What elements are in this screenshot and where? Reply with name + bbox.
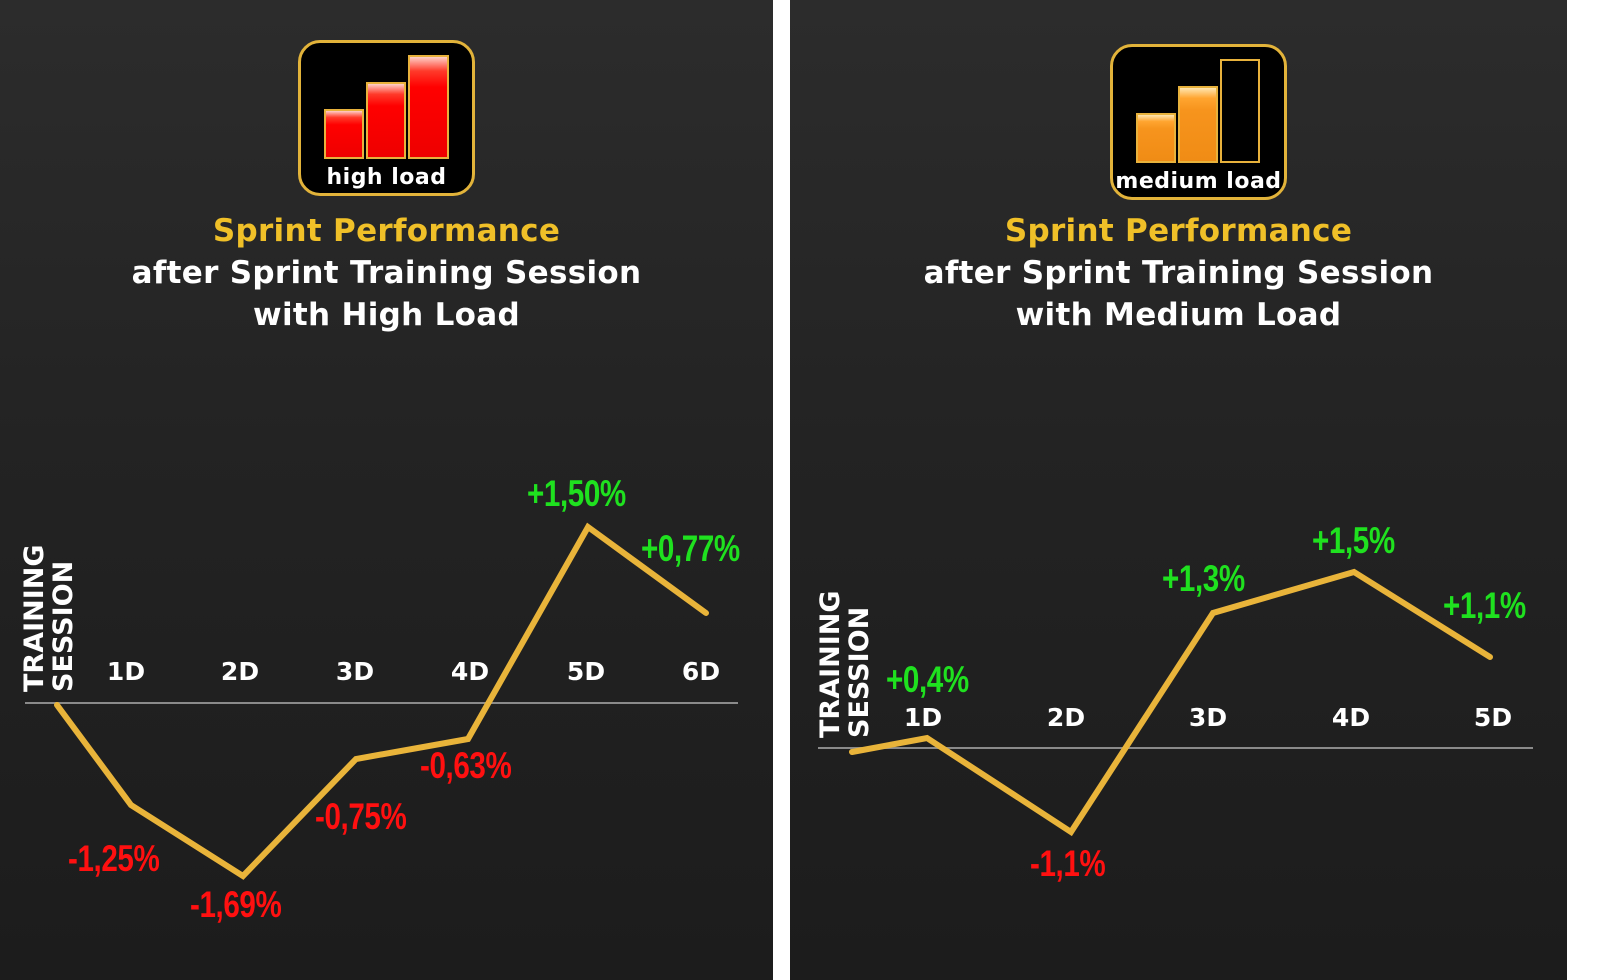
chart-title: Sprint Performance after Sprint Training…	[0, 210, 773, 336]
axis-label-line-1: TRAINING	[19, 544, 50, 692]
x-label: 5D	[1473, 703, 1513, 732]
badge-label: medium load	[1115, 169, 1282, 194]
x-label: 1D	[106, 657, 146, 686]
x-label: 6D	[681, 657, 721, 686]
performance-line	[849, 568, 1493, 837]
badge-label: high load	[326, 165, 447, 190]
value-label: +0,77%	[641, 528, 740, 569]
value-label: -1,25%	[68, 838, 160, 879]
x-label: 5D	[566, 657, 606, 686]
x-label: 1D	[903, 703, 943, 732]
high-load-panel: high load Sprint Performance after Sprin…	[0, 0, 773, 980]
title-line-2: after Sprint Training Session	[131, 255, 642, 291]
x-label: 3D	[1188, 703, 1228, 732]
high-load-badge: high load	[298, 40, 475, 196]
x-label: 2D	[1046, 703, 1086, 732]
value-label: +1,50%	[527, 473, 626, 514]
training-session-axis-label: TRAINING SESSION	[815, 590, 875, 738]
title-line-2: after Sprint Training Session	[923, 255, 1434, 291]
value-label: -1,1%	[1030, 843, 1106, 884]
performance-line	[54, 522, 709, 880]
medium-load-panel: medium load Sprint Performance after Spr…	[790, 0, 1567, 980]
x-label: 4D	[450, 657, 490, 686]
value-label: -0,63%	[420, 745, 512, 786]
high-load-line-chart	[25, 522, 738, 880]
value-label: -1,69%	[190, 884, 282, 925]
value-label: -0,75%	[315, 796, 407, 837]
axis-label-line-2: SESSION	[48, 560, 79, 692]
value-label: +1,5%	[1312, 520, 1395, 561]
axis-label-line-1: TRAINING	[815, 590, 846, 738]
value-label: +1,1%	[1443, 585, 1526, 626]
title-line-3: with Medium Load	[1015, 297, 1342, 333]
axis-label-line-2: SESSION	[844, 606, 875, 738]
x-label: 2D	[220, 657, 260, 686]
chart-title: Sprint Performance after Sprint Training…	[790, 210, 1567, 336]
x-label: 4D	[1331, 703, 1371, 732]
value-label: +0,4%	[886, 659, 969, 700]
title-line-1: Sprint Performance	[212, 213, 561, 249]
medium-load-line-chart	[818, 568, 1533, 837]
title-line-3: with High Load	[253, 297, 520, 333]
training-session-axis-label: TRAINING SESSION	[19, 544, 79, 692]
medium-load-badge: medium load	[1110, 44, 1287, 200]
x-label: 3D	[335, 657, 375, 686]
title-line-1: Sprint Performance	[1004, 213, 1353, 249]
value-label: +1,3%	[1162, 558, 1245, 599]
